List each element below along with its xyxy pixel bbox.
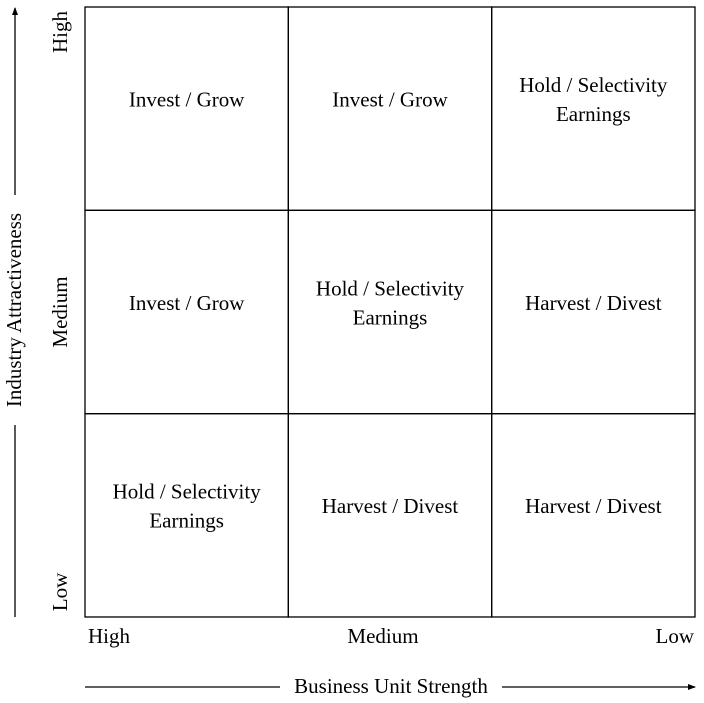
cell-text: Invest / Grow — [129, 87, 245, 111]
cell-text: Earnings — [556, 102, 631, 126]
cell-text: Harvest / Divest — [525, 494, 662, 518]
cell-text: Hold / Selectivity — [113, 480, 262, 504]
cell-text: Invest / Grow — [332, 87, 448, 111]
y-axis-title: Industry Attractiveness — [2, 213, 26, 407]
cell-text: Earnings — [149, 509, 224, 533]
y-axis-label: High — [48, 11, 72, 54]
cell — [491, 413, 696, 618]
y-axis-label: Low — [48, 572, 72, 611]
y-axis-label: Medium — [48, 276, 72, 347]
x-axis-title: Business Unit Strength — [294, 674, 488, 698]
cell-text: Harvest / Divest — [525, 291, 662, 315]
x-axis-label: Medium — [347, 624, 418, 648]
x-axis-label: High — [88, 624, 131, 648]
cell-text: Hold / Selectivity — [519, 73, 668, 97]
cell-text: Invest / Grow — [129, 291, 245, 315]
cell-text: Harvest / Divest — [322, 494, 459, 518]
cell-text: Hold / Selectivity — [316, 276, 465, 300]
cell-text: Earnings — [353, 305, 428, 329]
y-title-bg — [4, 195, 26, 425]
x-axis-label: Low — [656, 624, 695, 648]
x-title-bg — [280, 676, 502, 698]
